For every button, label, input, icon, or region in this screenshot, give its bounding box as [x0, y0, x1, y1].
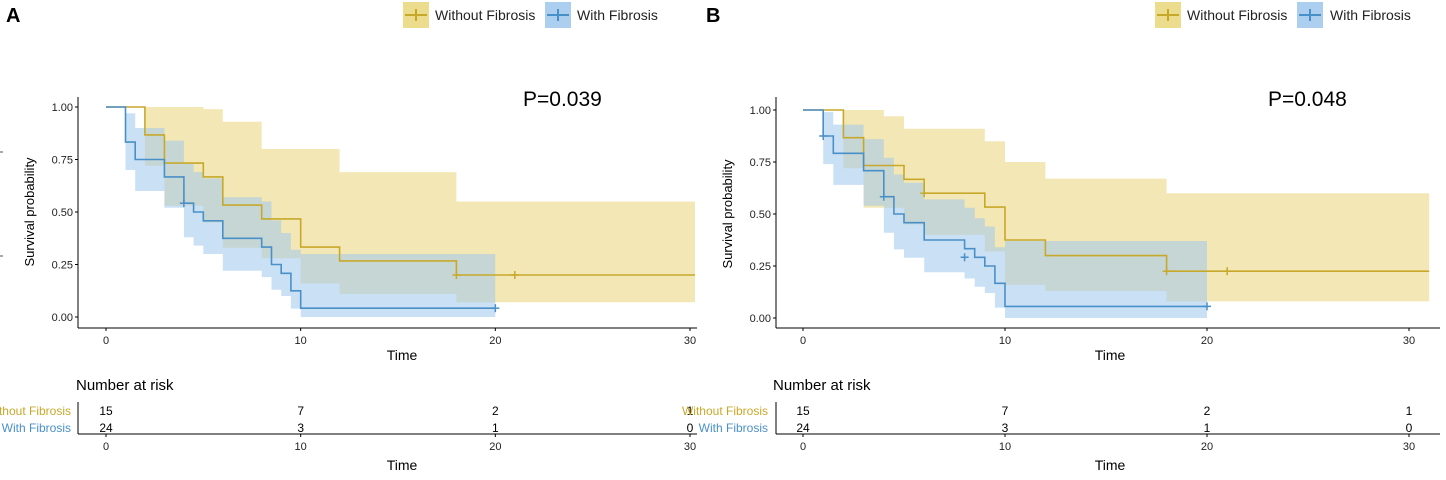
risk-count: 3 — [1002, 421, 1009, 435]
x-tick-label: 0 — [800, 335, 806, 347]
risk-x-tick-label: 30 — [684, 441, 696, 453]
x-tick-label: 30 — [1403, 335, 1415, 347]
risk-count: 1 — [492, 421, 499, 435]
risk-count: 3 — [297, 421, 304, 435]
risk-x-tick-label: 20 — [489, 441, 501, 453]
survival-curve-with — [803, 109, 1207, 308]
p-value: P=0.048 — [1268, 88, 1347, 111]
x-tick-label: 0 — [103, 335, 109, 347]
y-axis-title: Survival probability — [720, 159, 735, 269]
y-tick-label: 1.00 — [52, 102, 73, 114]
ci-band-without — [106, 107, 695, 303]
risk-count: 2 — [1204, 404, 1211, 418]
risk-count: 15 — [796, 404, 810, 418]
survival-curve-without — [803, 109, 1430, 272]
legend-item-with: With Fibrosis — [1297, 2, 1411, 28]
y-tick-label: 0.25 — [750, 261, 771, 273]
risk-count: 7 — [297, 404, 304, 418]
risk-x-tick-label: 30 — [1403, 441, 1415, 453]
ci-band-with — [803, 110, 1207, 318]
x-tick-label: 10 — [999, 335, 1011, 347]
risk-count: 24 — [99, 421, 113, 435]
legend-label: With Fibrosis — [1330, 7, 1411, 23]
y-tick-label: 0.25 — [52, 260, 73, 272]
y-tick-label: 0.75 — [52, 155, 73, 167]
ci-band-with — [106, 107, 496, 317]
legend-label: Without Fibrosis — [1187, 7, 1287, 23]
panel-label: A — [6, 5, 20, 27]
risk-table: Number at risk Without Fibrosis 15 7 2 1 With … — [682, 377, 1440, 473]
legend-item-without: Without Fibrosis — [1155, 2, 1287, 28]
survival-curve-without — [106, 106, 695, 276]
legend-item-without: Without Fibrosis — [403, 2, 535, 28]
risk-table-title: Number at risk — [76, 377, 174, 394]
risk-count: 0 — [1406, 421, 1413, 435]
y-tick-label: 0.00 — [750, 313, 771, 325]
risk-x-tick-label: 20 — [1201, 441, 1213, 453]
risk-x-tick-label: 0 — [103, 441, 109, 453]
survival-curve-with — [106, 106, 496, 309]
legend-label: Without Fibrosis — [435, 7, 535, 23]
x-axis-title: Time — [1095, 347, 1126, 363]
legend-item-with: With Fibrosis — [545, 2, 658, 28]
x-tick-label: 20 — [489, 335, 501, 347]
risk-x-tick-label: 10 — [999, 441, 1011, 453]
x-axis-title: Time — [387, 347, 418, 363]
y-axis-title: Survival probability — [22, 157, 37, 267]
risk-count: 1 — [1204, 421, 1211, 435]
y-tick-label: 0.50 — [750, 209, 771, 221]
legend: Without Fibrosis With Fibrosis — [403, 2, 658, 28]
risk-table-title: Number at risk — [773, 377, 871, 394]
risk-table: Number at risk Without Fibrosis 15 7 2 1 With … — [0, 377, 697, 473]
risk-count: 24 — [796, 421, 810, 435]
y-tick-label: 0.75 — [750, 157, 771, 169]
x-tick-label: 10 — [295, 335, 307, 347]
risk-row-label: With Fibrosis — [2, 421, 71, 435]
x-tick-label: 30 — [684, 335, 696, 347]
x-tick-label: 20 — [1201, 335, 1213, 347]
risk-row-label: Without Fibrosis — [0, 404, 71, 418]
panel-b: B Without Fibrosis With Fibrosis 0.00 0.25 0.… — [682, 2, 1440, 473]
risk-x-tick-label: 0 — [800, 441, 806, 453]
panel-label: B — [706, 5, 720, 27]
risk-x-axis-title: Time — [387, 457, 418, 473]
risk-count: 0 — [687, 421, 694, 435]
risk-count: 2 — [492, 404, 499, 418]
risk-count: 1 — [687, 404, 694, 418]
risk-row-label: With Fibrosis — [699, 421, 768, 435]
legend-label: With Fibrosis — [577, 7, 658, 23]
legend: Without Fibrosis With Fibrosis — [1155, 2, 1411, 28]
risk-count: 15 — [99, 404, 113, 418]
p-value: P=0.039 — [523, 88, 602, 111]
risk-count: 7 — [1002, 404, 1009, 418]
risk-x-tick-label: 10 — [295, 441, 307, 453]
panel-a: A Without Fibrosis With Fibrosis 0.00 0.25 0.… — [0, 2, 697, 473]
risk-x-axis-title: Time — [1095, 457, 1126, 473]
ci-band-without — [803, 110, 1430, 312]
y-tick-label: 1.00 — [750, 105, 771, 117]
y-tick-label: 0.50 — [52, 207, 73, 219]
risk-count: 1 — [1406, 404, 1413, 418]
y-tick-label: 0.00 — [52, 312, 73, 324]
risk-row-label: Without Fibrosis — [682, 404, 768, 418]
